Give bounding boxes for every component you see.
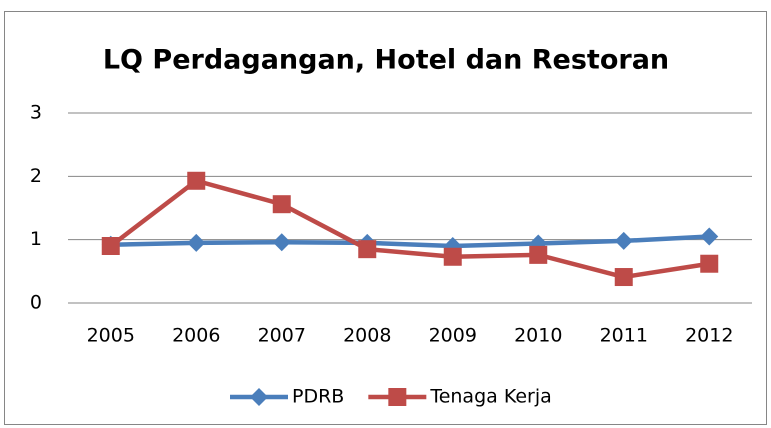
point bbox=[187, 233, 206, 252]
point bbox=[700, 254, 719, 273]
y-tick-label: 0 bbox=[30, 292, 42, 314]
series-line bbox=[109, 178, 710, 280]
y-tick-label: 3 bbox=[30, 102, 42, 124]
x-tick-label: 2005 bbox=[87, 325, 135, 347]
x-tick-label: 2012 bbox=[685, 325, 733, 347]
point bbox=[529, 245, 548, 264]
legend-label: PDRB bbox=[292, 386, 344, 408]
point bbox=[358, 240, 377, 259]
x-tick-label: 2008 bbox=[343, 325, 391, 347]
point bbox=[187, 171, 206, 190]
chart-border bbox=[4, 11, 767, 425]
point bbox=[700, 227, 719, 246]
point bbox=[388, 388, 407, 406]
legend-label: Tenaga Kerja bbox=[429, 386, 551, 408]
point bbox=[272, 233, 291, 252]
y-tick-label: 1 bbox=[30, 228, 42, 250]
x-tick-label: 2007 bbox=[258, 325, 306, 347]
x-tick-label: 2010 bbox=[514, 325, 562, 347]
point bbox=[101, 237, 120, 255]
point bbox=[614, 268, 633, 287]
x-tick-label: 2006 bbox=[172, 325, 220, 347]
point bbox=[614, 231, 633, 250]
series-line bbox=[110, 234, 710, 249]
x-tick-label: 2009 bbox=[429, 325, 477, 347]
y-tick-label: 2 bbox=[30, 165, 42, 187]
x-tick-label: 2011 bbox=[600, 325, 648, 347]
chart-title: LQ Perdagangan, Hotel dan Restoran bbox=[103, 45, 669, 76]
point bbox=[250, 388, 268, 406]
point bbox=[272, 195, 291, 214]
point bbox=[443, 247, 462, 266]
